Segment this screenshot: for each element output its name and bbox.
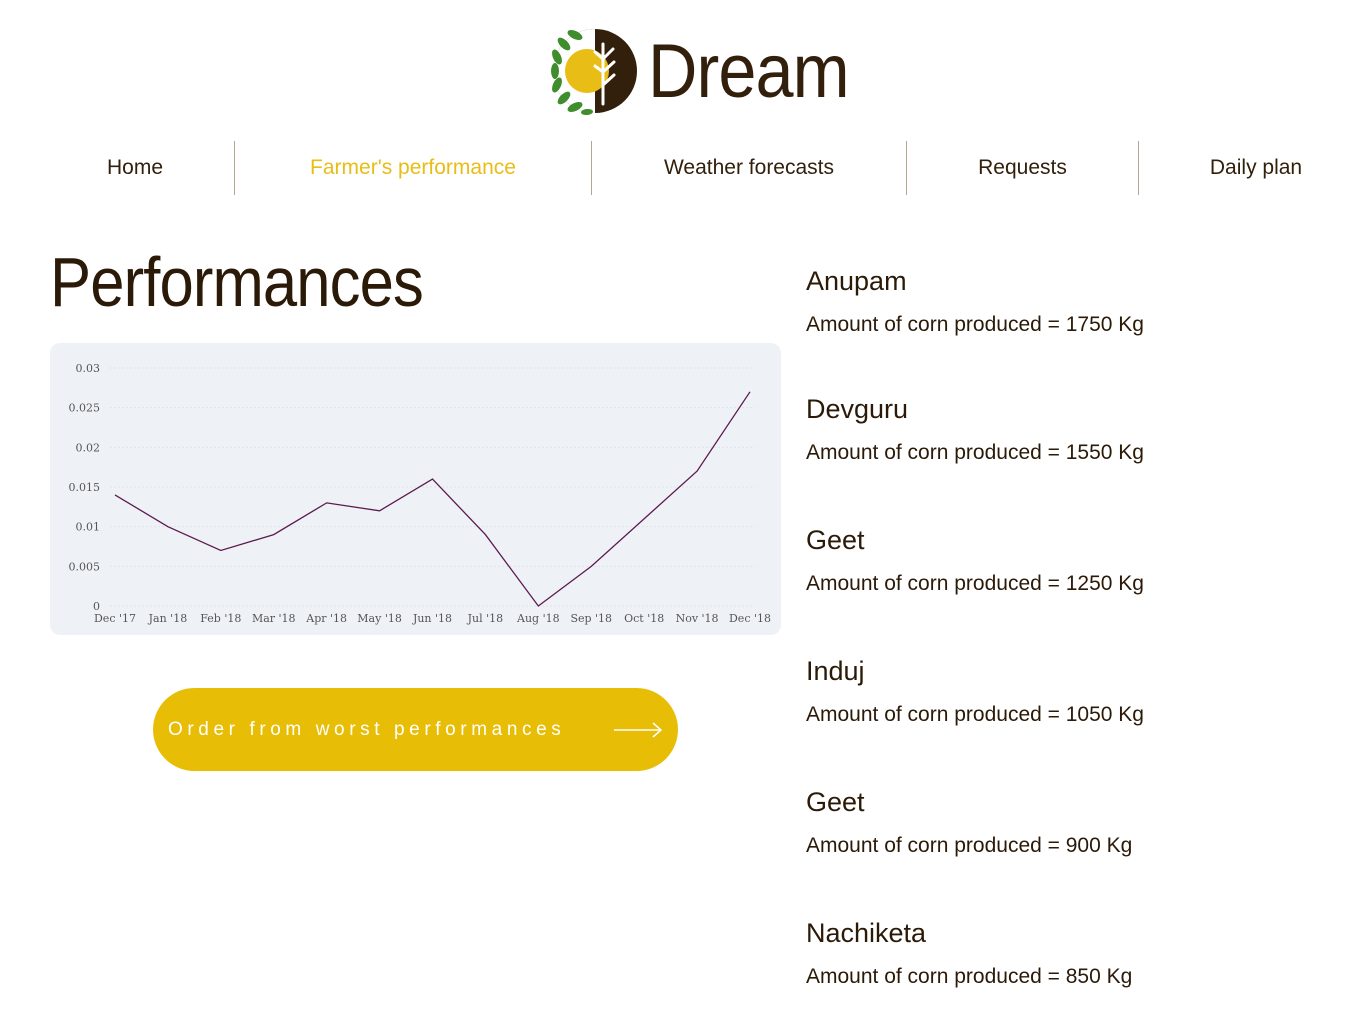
x-tick-label: Feb '18 <box>200 612 241 625</box>
farmer-name: Anupam <box>806 266 907 296</box>
arrow-right-icon <box>614 722 663 738</box>
main-nav: Home Farmer's performance Weather foreca… <box>0 141 1362 195</box>
x-tick-label: Dec '17 <box>94 612 136 625</box>
nav-weather-forecasts[interactable]: Weather forecasts <box>663 156 835 179</box>
x-tick-label: Mar '18 <box>252 612 296 625</box>
farmer-name: Nachiketa <box>806 918 927 948</box>
x-tick-label: Jan '18 <box>148 612 188 625</box>
farmer-item: Geet Amount of corn produced = 900 Kg <box>806 776 1326 886</box>
y-tick-label: 0.01 <box>76 521 101 534</box>
x-tick-label: May '18 <box>357 612 402 625</box>
farmer-amount: Amount of corn produced = 1550 Kg <box>806 441 1144 464</box>
nav-divider <box>234 141 235 195</box>
nav-daily-plan[interactable]: Daily plan <box>1209 156 1303 179</box>
farmer-amount: Amount of corn produced = 850 Kg <box>806 965 1133 988</box>
y-tick-label: 0 <box>93 600 100 613</box>
nav-divider <box>906 141 907 195</box>
wheat-logo-icon <box>551 29 637 116</box>
brand-logo[interactable]: Dream <box>545 24 855 119</box>
series-line <box>114 391 751 607</box>
nav-home[interactable]: Home <box>106 156 164 179</box>
x-tick-label: Jul '18 <box>467 612 504 625</box>
x-tick-label: Nov '18 <box>676 612 719 625</box>
order-worst-performances-button[interactable]: Order from worst performances <box>153 688 678 771</box>
y-tick-label: 0.025 <box>69 402 101 415</box>
farmer-amount: Amount of corn produced = 1750 Kg <box>806 313 1144 336</box>
performance-chart-svg: 0 0.005 0.01 0.015 0.02 0.025 0.03 Dec '17 Jan '… <box>69 362 772 625</box>
farmer-name: Devguru <box>806 394 909 424</box>
x-tick-label: Oct '18 <box>624 612 664 625</box>
page-title: Performances <box>50 243 424 321</box>
farmer-name: Induj <box>806 656 865 686</box>
farmer-item: Anupam Amount of corn produced = 1750 Kg <box>806 255 1326 365</box>
nav-divider <box>591 141 592 195</box>
x-tick-label: Sep '18 <box>570 612 612 625</box>
x-tick-label: Jun '18 <box>412 612 452 625</box>
brand-name: Dream <box>648 29 850 114</box>
farmer-item: Devguru Amount of corn produced = 1550 K… <box>806 383 1326 493</box>
farmer-amount: Amount of corn produced = 900 Kg <box>806 834 1133 857</box>
farmer-item: Geet Amount of corn produced = 1250 Kg <box>806 514 1326 624</box>
x-tick-label: Dec '18 <box>729 612 771 625</box>
nav-farmers-performance[interactable]: Farmer's performance <box>310 156 516 179</box>
farmer-name: Geet <box>806 525 865 555</box>
farmer-name: Geet <box>806 787 865 817</box>
performance-chart: 0 0.005 0.01 0.015 0.02 0.025 0.03 Dec '17 Jan '… <box>50 343 781 635</box>
farmer-amount: Amount of corn produced = 1050 Kg <box>806 703 1144 726</box>
farmer-amount: Amount of corn produced = 1250 Kg <box>806 572 1144 595</box>
nav-divider <box>1138 141 1139 195</box>
x-tick-label: Aug '18 <box>516 612 560 625</box>
y-tick-label: 0.03 <box>76 362 101 375</box>
y-tick-label: 0.02 <box>76 441 101 454</box>
farmer-item: Induj Amount of corn produced = 1050 Kg <box>806 645 1326 755</box>
y-tick-label: 0.015 <box>69 481 101 494</box>
y-tick-label: 0.005 <box>69 560 101 573</box>
x-tick-label: Apr '18 <box>305 612 347 625</box>
nav-requests[interactable]: Requests <box>978 156 1067 179</box>
order-button-label: Order from worst performances <box>168 719 566 740</box>
farmer-item: Nachiketa Amount of corn produced = 850 … <box>806 907 1326 1017</box>
